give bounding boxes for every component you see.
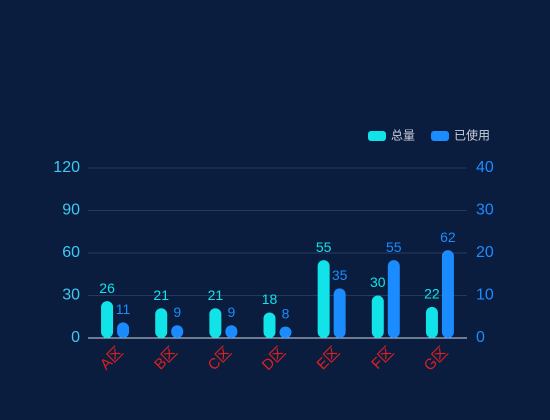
y2-tick-label: 20 xyxy=(476,244,494,261)
value-label: 21 xyxy=(208,287,224,303)
value-label: 9 xyxy=(227,304,235,320)
bar xyxy=(101,301,114,338)
bar xyxy=(117,322,130,338)
legend-swatch xyxy=(431,131,450,141)
value-label: 30 xyxy=(370,274,386,290)
bar xyxy=(387,260,400,338)
value-label: 21 xyxy=(153,287,169,303)
bar xyxy=(209,308,222,338)
value-label: 55 xyxy=(386,239,402,255)
bar xyxy=(425,306,438,338)
y-tick-label: 60 xyxy=(62,244,80,261)
legend-label: 总量 xyxy=(391,129,415,143)
value-label: 26 xyxy=(99,280,115,296)
value-label: 9 xyxy=(173,304,181,320)
bar xyxy=(263,312,276,338)
y-tick-label: 30 xyxy=(62,287,80,304)
value-label: 55 xyxy=(316,239,332,255)
y-tick-label: 120 xyxy=(53,159,80,176)
bar xyxy=(225,325,238,338)
y-tick-label: 90 xyxy=(62,202,80,219)
legend-label: 已使用 xyxy=(454,128,490,143)
value-label: 22 xyxy=(424,286,440,302)
bar xyxy=(155,308,168,338)
y2-tick-label: 10 xyxy=(476,287,494,304)
value-label: 8 xyxy=(282,305,290,321)
bar xyxy=(441,250,454,338)
value-label: 11 xyxy=(116,301,131,317)
value-label: 62 xyxy=(440,229,456,245)
bar xyxy=(171,325,184,338)
bar xyxy=(279,326,292,338)
bar xyxy=(317,260,330,338)
legend-swatch xyxy=(368,131,386,141)
y-tick-label: 0 xyxy=(71,329,80,346)
value-label: 35 xyxy=(332,267,348,283)
y2-tick-label: 0 xyxy=(476,329,485,346)
bar xyxy=(371,295,384,338)
bar xyxy=(333,288,346,338)
y2-tick-label: 30 xyxy=(476,202,494,219)
y2-tick-label: 40 xyxy=(476,159,494,176)
value-label: 18 xyxy=(262,291,278,307)
